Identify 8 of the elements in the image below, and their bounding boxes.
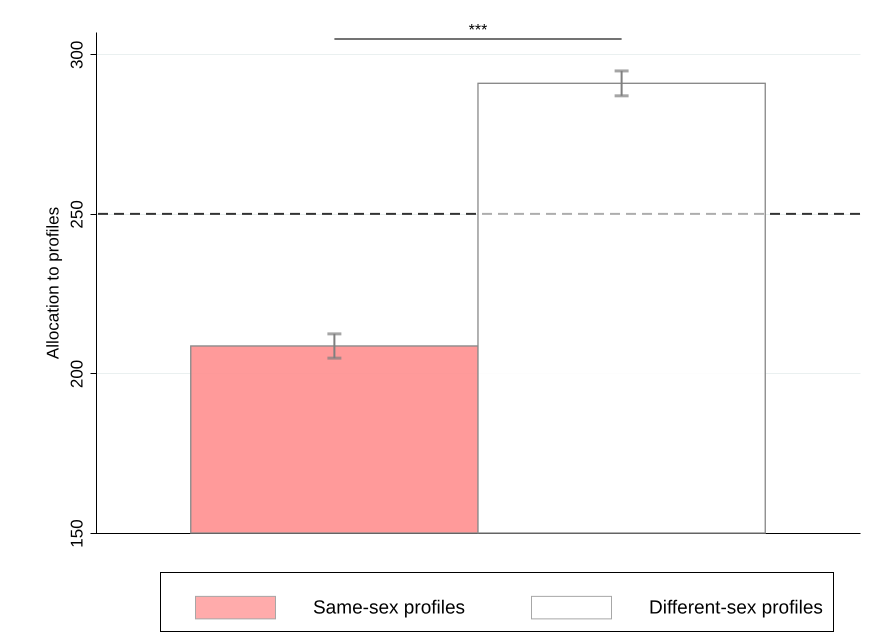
y-axis-title: Allocation to profiles: [44, 206, 62, 360]
legend-label: Same-sex profiles: [313, 598, 466, 619]
legend-label: Different-sex profiles: [649, 598, 823, 619]
y-tick-label: 300: [68, 40, 86, 70]
y-tick-label: 250: [68, 200, 86, 229]
y-tick-label: 200: [68, 360, 86, 388]
y-tick-label: 150: [68, 519, 86, 548]
annotation: ***: [468, 22, 488, 39]
